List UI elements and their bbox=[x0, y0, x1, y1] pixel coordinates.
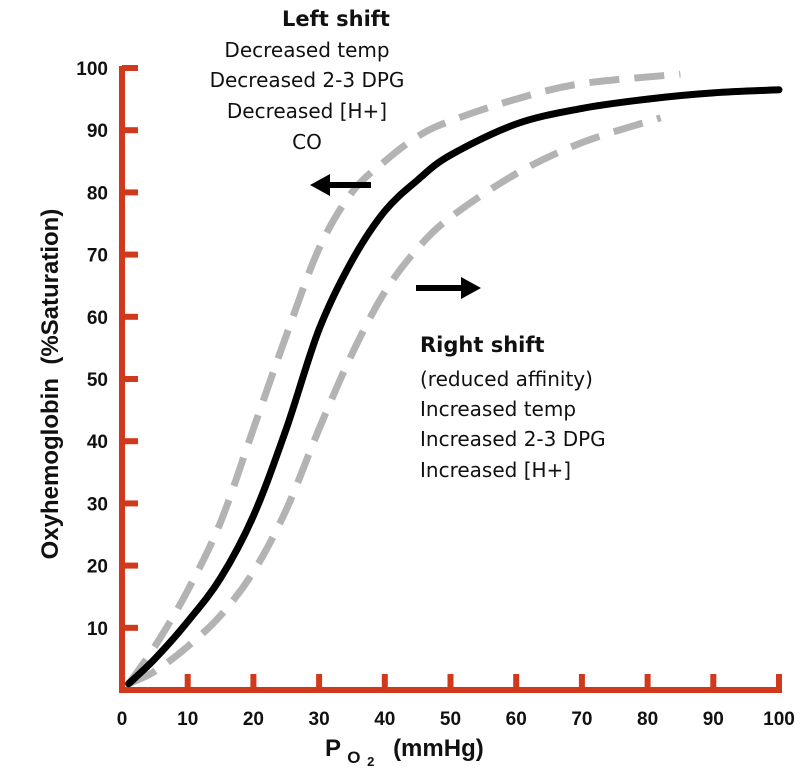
right-shift-heading: Right shift bbox=[420, 333, 545, 357]
left-arrow-icon bbox=[310, 174, 371, 196]
y-tick-label: 30 bbox=[87, 494, 108, 515]
x-tick-label: 100 bbox=[763, 709, 795, 730]
left-shift-curve bbox=[125, 70, 681, 686]
x-tick-label: 60 bbox=[506, 709, 527, 730]
left-shift-line: CO bbox=[292, 130, 322, 154]
x-axis-title: P O 2 (mmHg) bbox=[325, 735, 484, 772]
right-shift-line: Increased temp bbox=[420, 397, 576, 421]
y-tick-label: 10 bbox=[87, 619, 108, 640]
x-tick-label: 90 bbox=[703, 709, 724, 730]
x-tick-label: 80 bbox=[637, 709, 658, 730]
right-shift-line: Increased 2-3 DPG bbox=[420, 427, 606, 451]
x-axis-title-sub: O bbox=[347, 748, 360, 767]
y-axis-title: Oxyhemoglobin (%Saturation) bbox=[37, 209, 64, 560]
curves bbox=[125, 70, 783, 688]
x-axis-title-subsub: 2 bbox=[367, 754, 374, 769]
y-tick-label: 70 bbox=[87, 246, 108, 267]
x-axis-title-base: P bbox=[325, 735, 341, 762]
left-shift-annotation: Left shift Decreased temp Decreased 2-3 … bbox=[210, 7, 405, 196]
x-tick-label: 50 bbox=[440, 709, 461, 730]
left-shift-line: Decreased temp bbox=[224, 38, 389, 62]
y-tick-label: 20 bbox=[87, 557, 108, 578]
y-tick-label: 40 bbox=[87, 432, 108, 453]
y-tick-label: 60 bbox=[87, 308, 108, 329]
left-shift-line: Decreased 2-3 DPG bbox=[210, 68, 405, 92]
left-shift-heading: Left shift bbox=[282, 7, 390, 31]
x-tick-label: 30 bbox=[309, 709, 330, 730]
y-tick-label: 100 bbox=[76, 59, 108, 80]
left-shift-line: Decreased [H+] bbox=[227, 99, 387, 123]
x-tick-label: 70 bbox=[571, 709, 592, 730]
y-ticks: 10 20 30 40 50 60 70 80 90 100 bbox=[76, 59, 138, 640]
x-tick-label: 40 bbox=[374, 709, 395, 730]
right-shift-annotation: Right shift (reduced affinity) Increased… bbox=[416, 277, 606, 482]
y-tick-label: 80 bbox=[87, 183, 108, 204]
x-axis-title-unit: (mmHg) bbox=[393, 735, 484, 762]
x-tick-label: 10 bbox=[177, 709, 198, 730]
right-arrow-icon bbox=[416, 277, 481, 299]
normal-curve bbox=[125, 86, 783, 688]
y-tick-label: 90 bbox=[87, 121, 108, 142]
right-shift-line: (reduced affinity) bbox=[420, 367, 593, 391]
right-shift-curve bbox=[127, 114, 662, 687]
right-shift-line: Increased [H+] bbox=[420, 458, 571, 482]
x-tick-label: 20 bbox=[243, 709, 264, 730]
x-ticks: 0 10 20 30 40 50 60 70 80 90 100 bbox=[117, 674, 795, 730]
y-tick-label: 50 bbox=[87, 370, 108, 391]
x-tick-label: 0 bbox=[117, 709, 128, 730]
